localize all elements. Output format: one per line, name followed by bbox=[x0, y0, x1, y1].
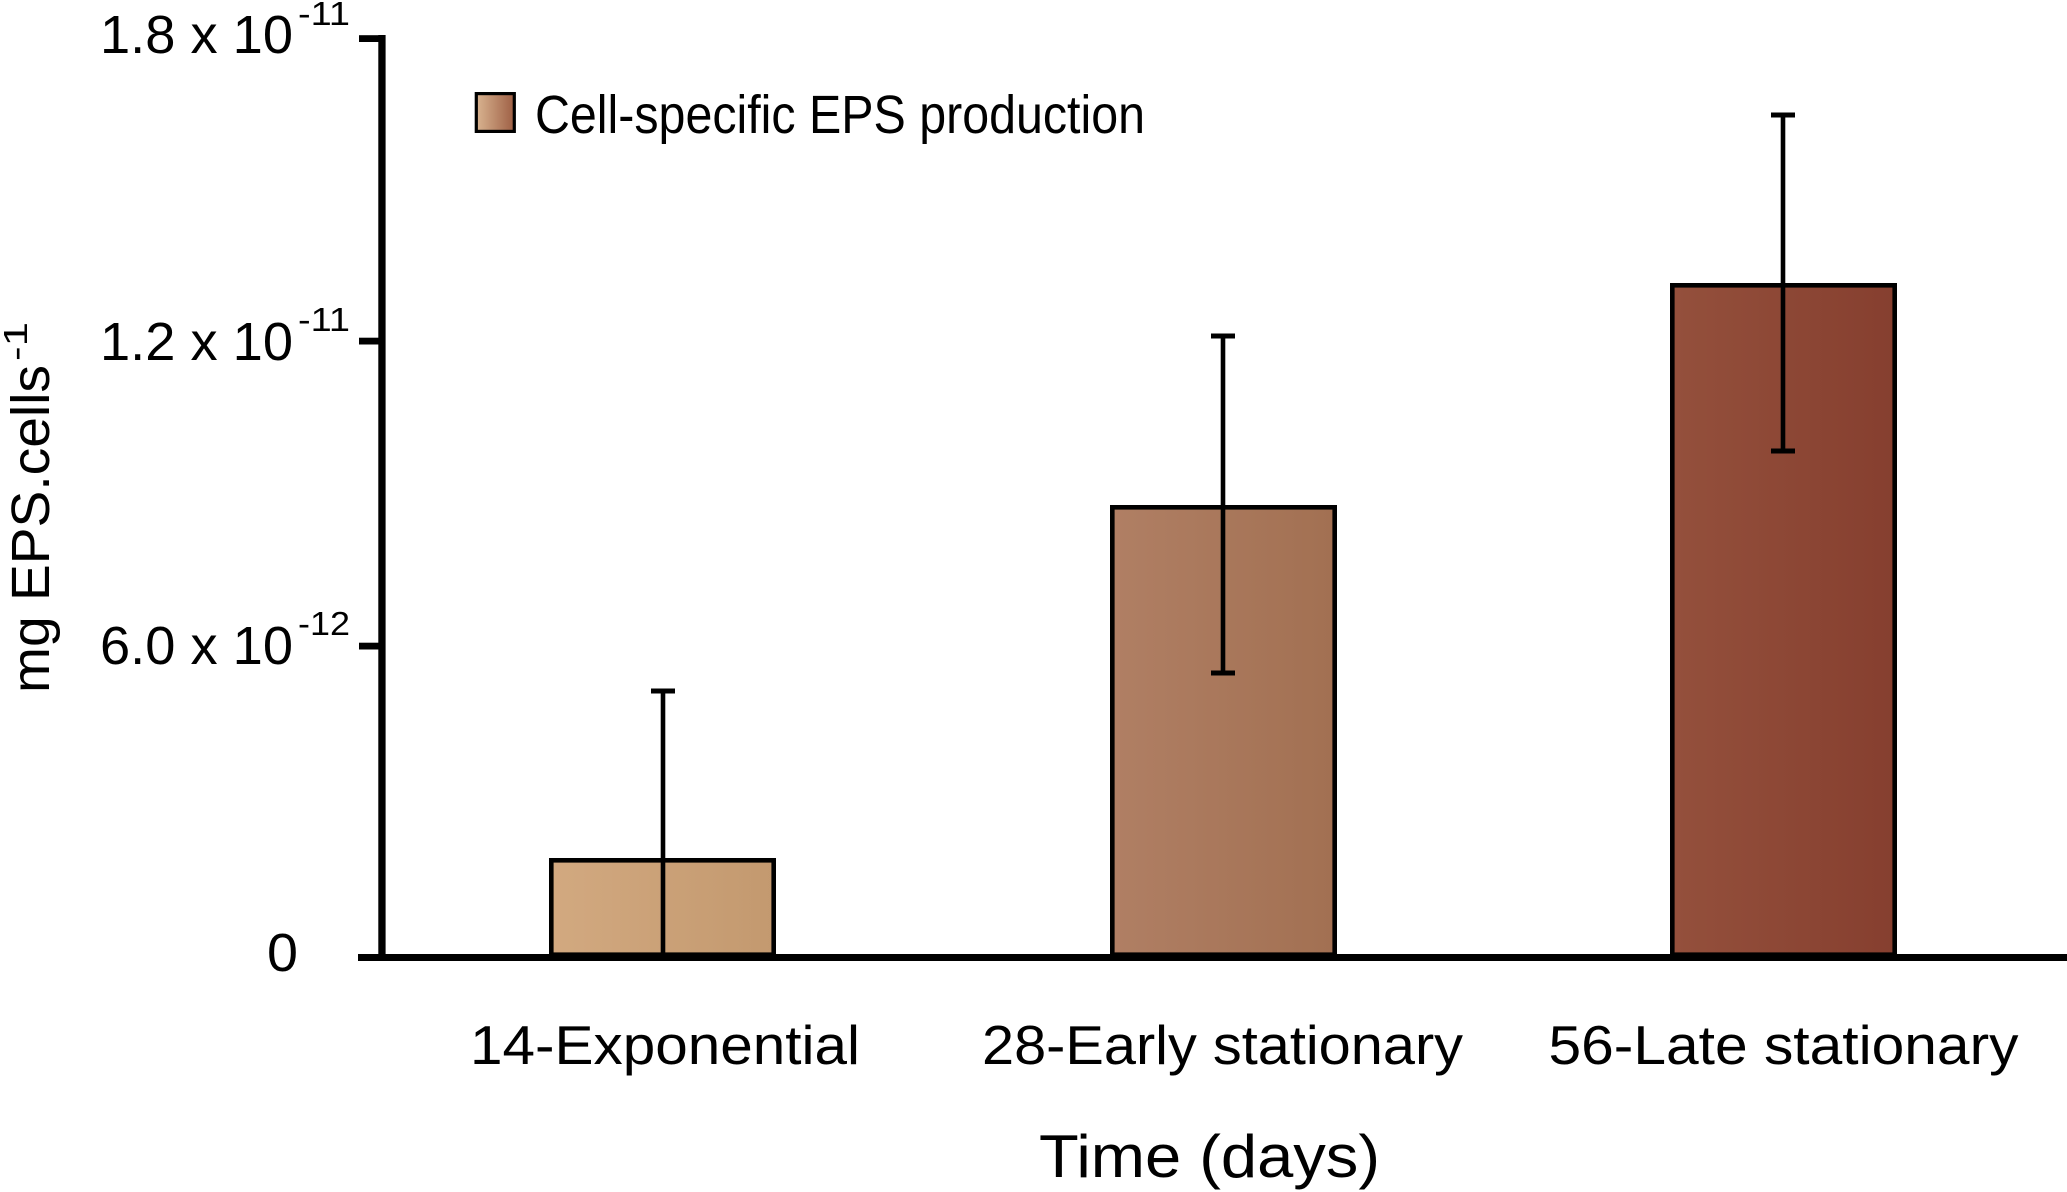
svg-text:0: 0 bbox=[267, 923, 298, 983]
svg-text:1.8 x 10: 1.8 x 10 bbox=[100, 5, 293, 65]
svg-text:-12: -12 bbox=[298, 605, 350, 642]
svg-text:Cell-specific EPS production: Cell-specific EPS production bbox=[535, 85, 1145, 145]
svg-text:28-Early stationary: 28-Early stationary bbox=[982, 1014, 1464, 1076]
svg-text:Time (days): Time (days) bbox=[1039, 1123, 1380, 1190]
svg-text:-11: -11 bbox=[298, 0, 350, 32]
svg-text:14-Exponential: 14-Exponential bbox=[470, 1014, 860, 1076]
svg-text:-1: -1 bbox=[0, 322, 34, 361]
svg-text:1.2 x 10: 1.2 x 10 bbox=[100, 312, 293, 372]
svg-text:6.0 x 10: 6.0 x 10 bbox=[100, 616, 293, 676]
svg-text:56-Late stationary: 56-Late stationary bbox=[1549, 1014, 2020, 1076]
svg-text:-11: -11 bbox=[298, 301, 350, 338]
svg-text:mg EPS.cells: mg EPS.cells bbox=[1, 365, 61, 693]
